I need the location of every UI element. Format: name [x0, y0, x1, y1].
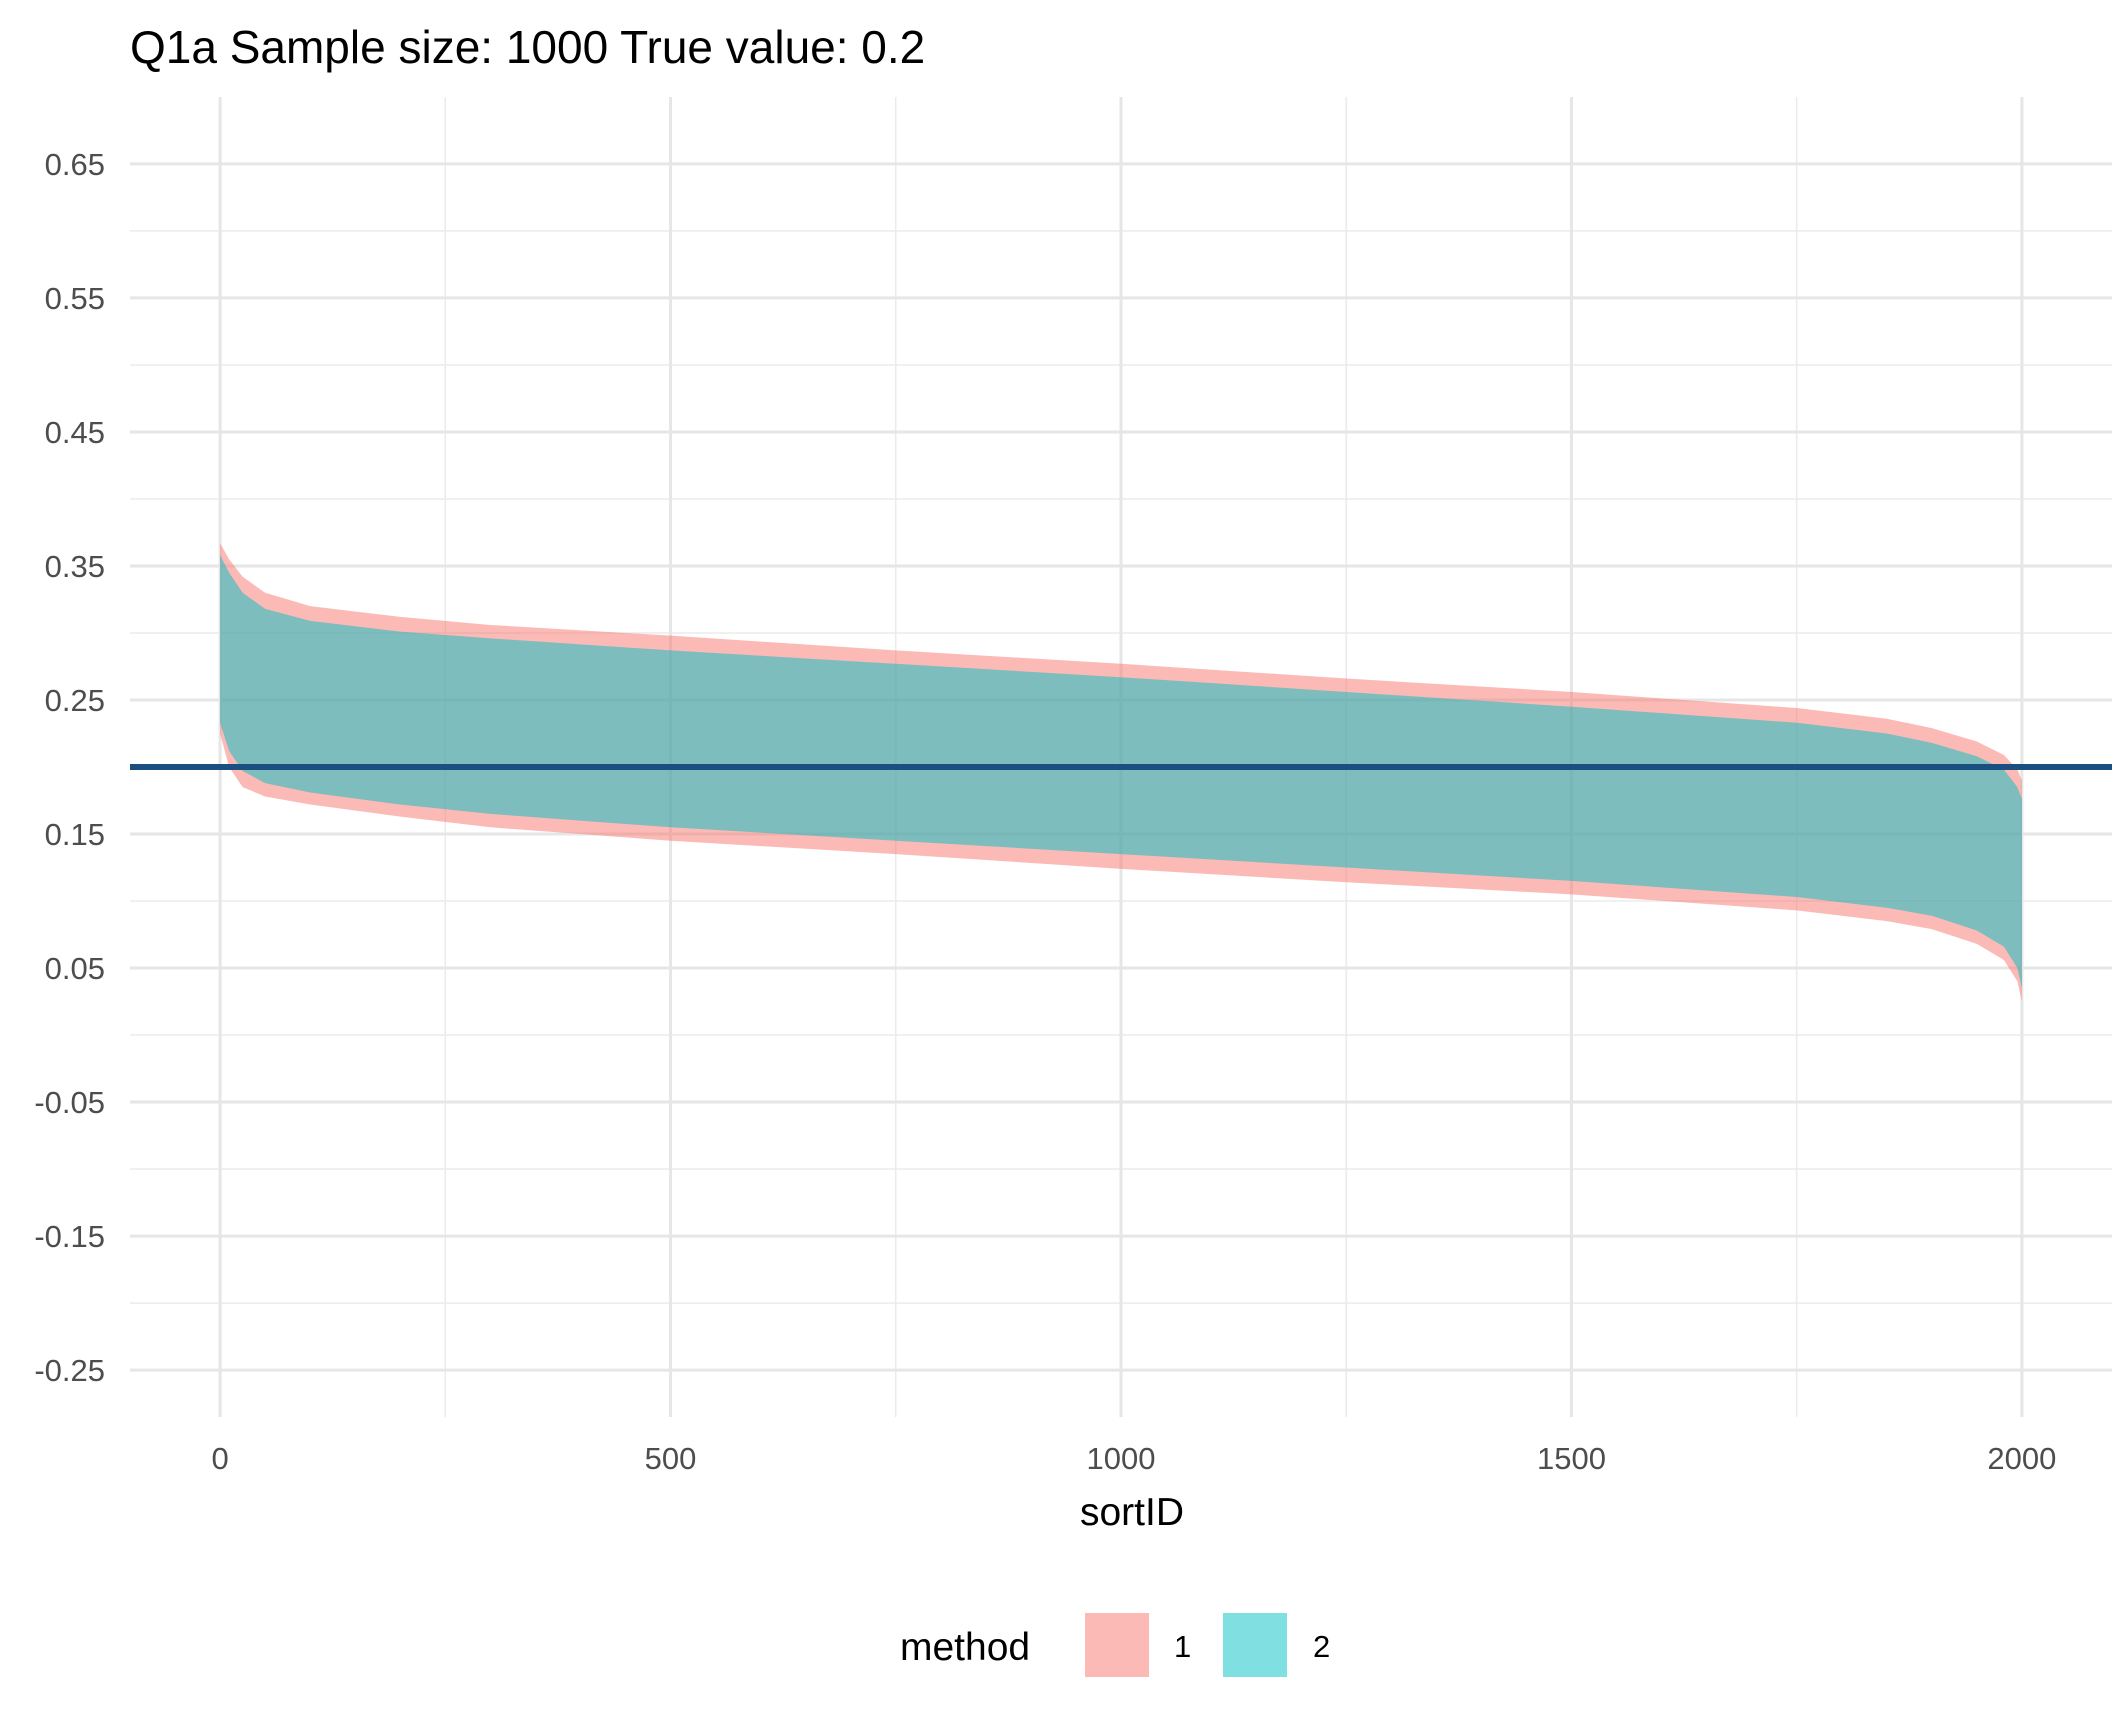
- y-tick-label-9: -0.25: [34, 1353, 105, 1388]
- x-tick-label-4: 2000: [1987, 1441, 2056, 1476]
- y-tick-label-8: -0.15: [34, 1219, 105, 1254]
- legend-key-method-2: [1223, 1613, 1287, 1677]
- x-tick-label-3: 1500: [1537, 1441, 1606, 1476]
- y-tick-label-2: 0.45: [45, 415, 105, 450]
- y-tick-label-0: 0.65: [45, 147, 105, 182]
- legend: method 1 2: [900, 1613, 1330, 1677]
- y-tick-label-3: 0.35: [45, 549, 105, 584]
- x-tick-label-2: 1000: [1087, 1441, 1156, 1476]
- x-axis-ticks: 0 500 1000 1500 2000: [211, 1441, 2056, 1476]
- legend-key-method-1: [1085, 1613, 1149, 1677]
- x-tick-label-1: 500: [645, 1441, 697, 1476]
- y-tick-label-1: 0.55: [45, 281, 105, 316]
- y-axis-ticks: 0.65 0.55 0.45 0.35 0.25 0.15 0.05 -0.05 -0.15 -0…: [34, 147, 105, 1388]
- series-band-method-2: [220, 555, 2022, 989]
- x-axis-title: sortID: [1080, 1491, 1184, 1534]
- legend-title: method: [900, 1626, 1030, 1669]
- y-tick-label-6: 0.05: [45, 951, 105, 986]
- series-layer: [220, 543, 2022, 1002]
- y-tick-label-5: 0.15: [45, 817, 105, 852]
- y-tick-label-7: -0.05: [34, 1085, 105, 1120]
- y-tick-label-4: 0.25: [45, 683, 105, 718]
- x-tick-label-0: 0: [211, 1441, 228, 1476]
- legend-label-method-1: 1: [1174, 1629, 1191, 1664]
- legend-label-method-2: 2: [1313, 1629, 1330, 1664]
- chart-title: Q1a Sample size: 1000 True value: 0.2: [130, 21, 925, 73]
